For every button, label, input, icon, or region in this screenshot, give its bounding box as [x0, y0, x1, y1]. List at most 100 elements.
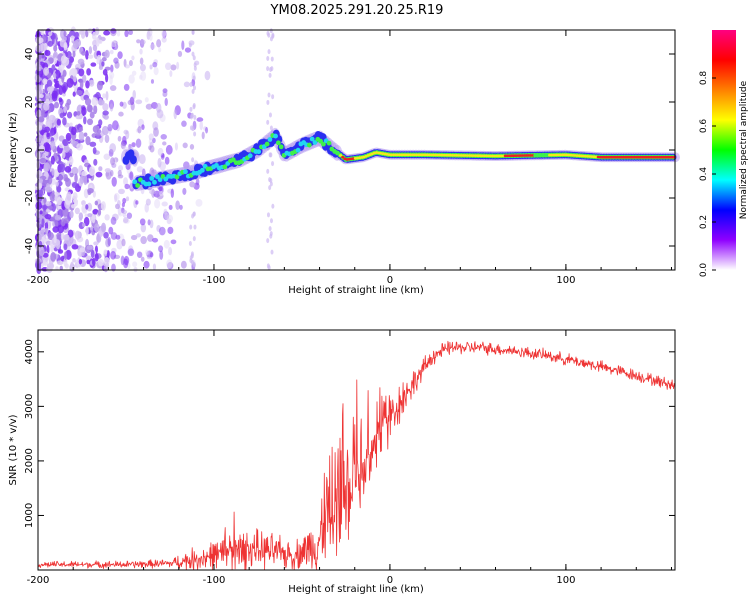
noise-point [269, 233, 273, 239]
ridge-core [267, 137, 273, 142]
noise-point [40, 29, 45, 36]
noise-point [149, 43, 156, 50]
noise-point [160, 134, 167, 140]
snr-ytick-label: 1000 [24, 503, 35, 528]
noise-point [175, 200, 180, 210]
noise-point [109, 85, 117, 92]
noise-point [92, 147, 97, 155]
noise-point [111, 176, 117, 187]
noise-point [162, 88, 168, 93]
noise-point [189, 224, 193, 230]
noise-point [75, 38, 82, 47]
noise-point [193, 114, 197, 120]
noise-point [57, 224, 65, 234]
noise-point [85, 80, 90, 89]
noise-point [55, 266, 59, 271]
noise-point [123, 129, 129, 135]
noise-point [56, 118, 61, 126]
noise-point [45, 228, 49, 234]
noise-point [189, 125, 193, 131]
noise-point [91, 31, 97, 40]
noise-point [100, 201, 106, 211]
noise-point [43, 67, 50, 76]
noise-point [87, 213, 93, 218]
noise-point [37, 187, 44, 198]
noise-point [41, 218, 45, 228]
noise-point [156, 109, 164, 119]
noise-point [266, 168, 270, 174]
noise-point [83, 116, 87, 125]
noise-point [86, 202, 93, 212]
noise-point [152, 263, 157, 271]
snr-ytick-label: 2000 [24, 448, 35, 473]
noise-point [110, 251, 117, 260]
snr-ticks: -200 -100 0 100 1000 2000 3000 4000 [24, 330, 675, 586]
noise-point [71, 181, 78, 189]
noise-point [190, 112, 194, 118]
noise-point [101, 222, 107, 233]
noise-point [45, 201, 52, 207]
noise-point [159, 191, 164, 197]
noise-point [44, 50, 51, 57]
noise-point [60, 55, 67, 64]
noise-point [191, 182, 195, 188]
noise-point [44, 214, 52, 220]
noise-point [43, 197, 47, 205]
ridge-core [309, 136, 315, 142]
snr-xtick-label: 100 [556, 575, 575, 586]
noise-point [98, 58, 103, 68]
noise-point [132, 89, 136, 100]
noise-point [53, 136, 57, 143]
noise-point [271, 161, 275, 167]
figure-title: YM08.2025.291.20.25.R19 [270, 3, 444, 18]
spectrogram-noise-cloud [34, 26, 275, 275]
noise-point [162, 141, 167, 146]
noise-point [192, 236, 196, 242]
noise-point [86, 245, 93, 250]
noise-point [76, 110, 81, 116]
noise-point [179, 204, 183, 210]
noise-point [83, 216, 90, 227]
noise-point [44, 83, 49, 94]
noise-point [109, 49, 114, 55]
noise-point [107, 236, 111, 247]
noise-point [93, 223, 100, 232]
snr-xlabel: Height of straight line (km) [288, 584, 424, 595]
colorbar-tick-label: 0.2 [699, 215, 709, 229]
noise-point [136, 166, 144, 173]
ridge-core [157, 177, 163, 183]
noise-point [53, 57, 58, 65]
noise-point [205, 126, 209, 134]
noise-point [173, 109, 177, 120]
noise-point [63, 42, 68, 51]
noise-point [37, 134, 44, 140]
noise-point [131, 55, 135, 61]
ridge-peak [341, 155, 345, 159]
noise-point [109, 143, 117, 153]
colorbar-tick-label: 0.0 [699, 263, 709, 278]
ridge-core [146, 181, 152, 187]
noise-point [62, 85, 66, 94]
noise-point [271, 32, 275, 38]
noise-point [169, 70, 173, 78]
noise-point [78, 68, 85, 77]
noise-point [161, 36, 167, 43]
noise-point [149, 64, 153, 70]
noise-point [193, 159, 197, 165]
noise-point [56, 196, 62, 206]
noise-point [125, 196, 130, 202]
noise-point [143, 260, 150, 269]
noise-point [88, 46, 93, 55]
spectrogram-ridge [120, 127, 680, 192]
noise-point [121, 209, 128, 215]
noise-point [78, 212, 84, 221]
noise-point [83, 132, 88, 137]
noise-point [58, 85, 64, 96]
noise-point [117, 165, 124, 172]
noise-point [93, 104, 98, 115]
noise-point [268, 226, 272, 232]
noise-point [36, 151, 41, 160]
colorbar: 0.0 0.2 0.4 0.6 0.8 Normalized spectral ampl… [699, 30, 749, 277]
noise-point [69, 122, 73, 127]
noise-point [63, 251, 68, 260]
